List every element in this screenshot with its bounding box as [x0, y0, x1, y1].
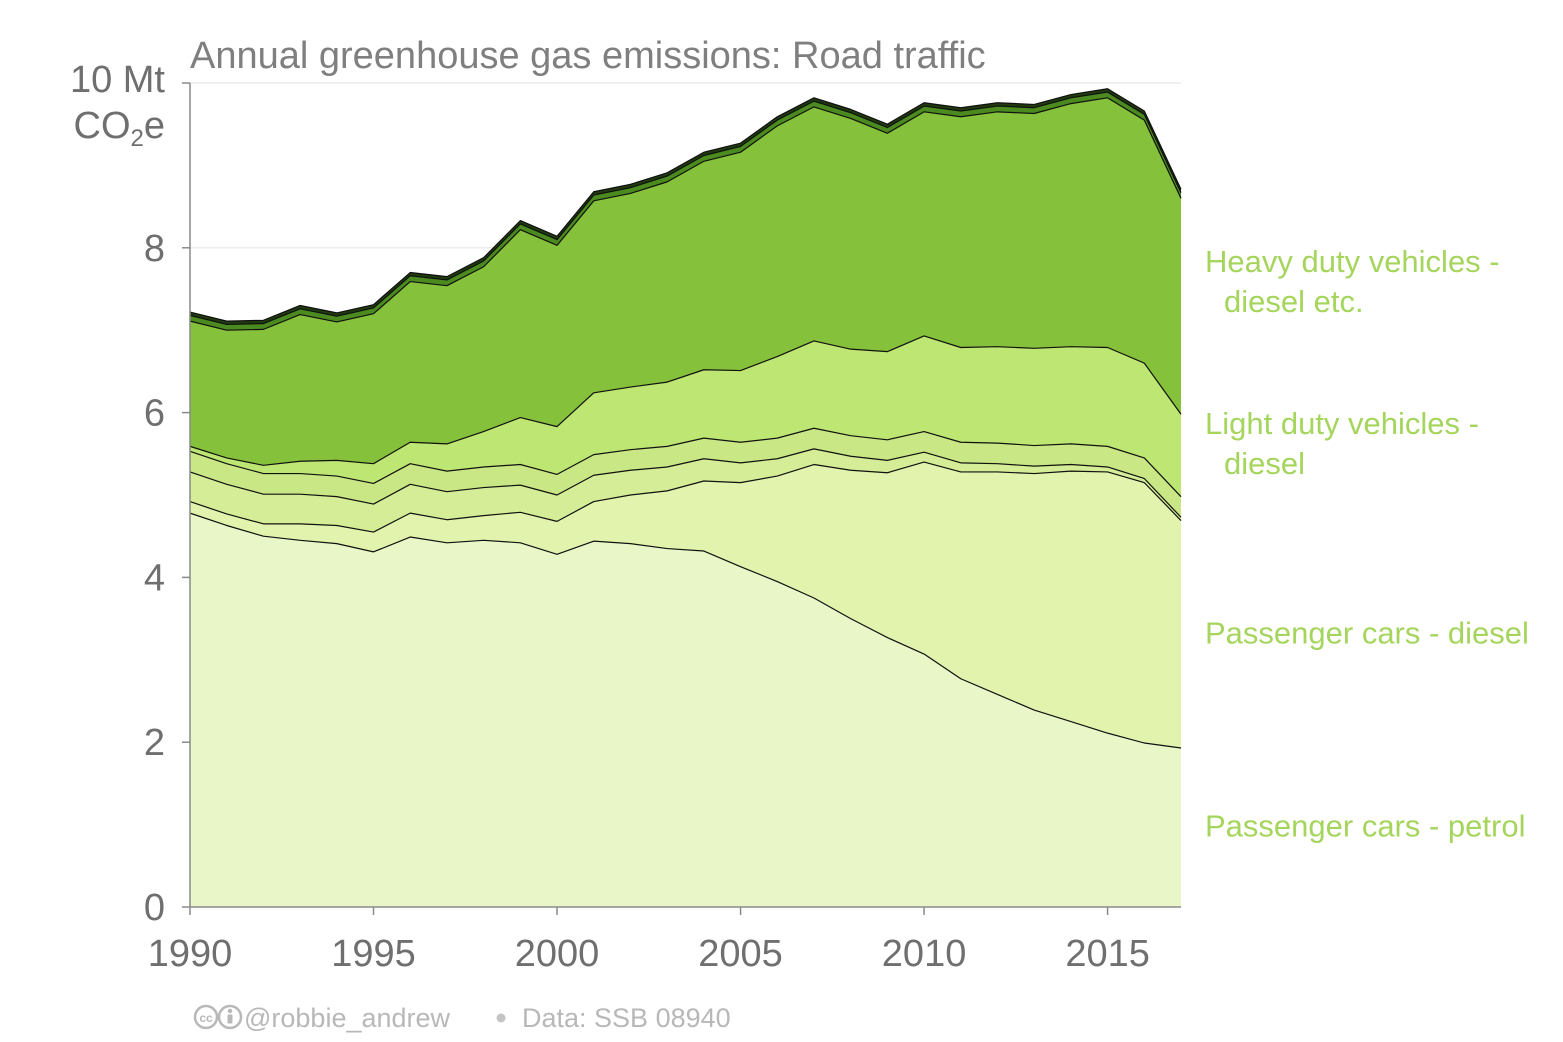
unit-subscript: 2 — [131, 125, 144, 152]
chart-title: Annual greenhouse gas emissions: Road tr… — [190, 35, 986, 77]
series-boundary-lines — [189, 88, 1182, 749]
svg-text:cc: cc — [199, 1011, 213, 1025]
y-tick-label-2: 2 — [144, 722, 165, 764]
data-source: Data: SSB 08940 — [522, 1003, 731, 1033]
x-tick-label-1990: 1990 — [148, 933, 233, 975]
area-diesel_cars — [190, 448, 1181, 533]
x-tick-label-2010: 2010 — [882, 933, 967, 975]
credit-handle: @robbie_andrew — [244, 1003, 451, 1033]
area-ldv_diesel — [190, 335, 1181, 497]
series-label-hdv-line-1: Heavy duty vehicles - — [1205, 244, 1500, 279]
series-label-ldv-line-1: Light duty vehicles - — [1205, 406, 1479, 441]
series-label-pcp-line-1: Passenger cars - petrol — [1205, 808, 1525, 843]
x-tick-labels: 1990 1995 2000 2005 2010 2015 — [148, 933, 1150, 975]
line-other1 — [189, 461, 1182, 533]
area-other1 — [190, 462, 1181, 748]
unit-co: CO — [74, 105, 131, 147]
x-tick-label-2015: 2015 — [1065, 933, 1150, 975]
series-labels: Heavy duty vehicles - diesel etc. Light du… — [1205, 244, 1529, 844]
line-diesel_cars — [189, 448, 1182, 518]
line-other2 — [189, 427, 1182, 498]
series-label-pcd-line-1: Passenger cars - diesel — [1205, 616, 1529, 651]
x-tick-label-1995: 1995 — [331, 933, 416, 975]
x-tick-label-2000: 2000 — [515, 933, 600, 975]
y-tick-label-0: 0 — [144, 887, 165, 929]
y-tick-label-4: 4 — [144, 557, 165, 599]
line-petrol — [189, 512, 1182, 749]
line-other3 — [189, 91, 1182, 326]
separator-dot-icon — [496, 1013, 506, 1023]
stacked-areas — [190, 88, 1181, 907]
line-ldv_diesel — [189, 335, 1182, 466]
series-label-hdv-line-2: diesel etc. — [1224, 284, 1364, 319]
unit-suffix: e — [144, 105, 165, 147]
area-petrol — [190, 513, 1181, 907]
area-hdv_diesel — [190, 97, 1181, 466]
x-tick-label-2005: 2005 — [698, 933, 783, 975]
y-axis-top-label: 10 Mt — [70, 59, 165, 101]
series-label-ldv-line-2: diesel — [1224, 446, 1305, 481]
y-axis-unit-label: CO2e — [74, 105, 166, 152]
cc-icon: cc — [193, 1004, 219, 1030]
attribution-icon — [217, 1004, 243, 1030]
y-tick-label-8: 8 — [144, 228, 165, 270]
credit-line: cc @robbie_andrew Data: SSB 08940 — [193, 1003, 731, 1033]
axes — [182, 82, 1181, 915]
line-hdv_diesel — [189, 97, 1182, 331]
area-other2 — [190, 428, 1181, 518]
y-tick-label-6: 6 — [144, 393, 165, 435]
y-tick-labels: 0 2 4 6 8 — [144, 228, 165, 929]
line-other4 — [189, 88, 1182, 322]
